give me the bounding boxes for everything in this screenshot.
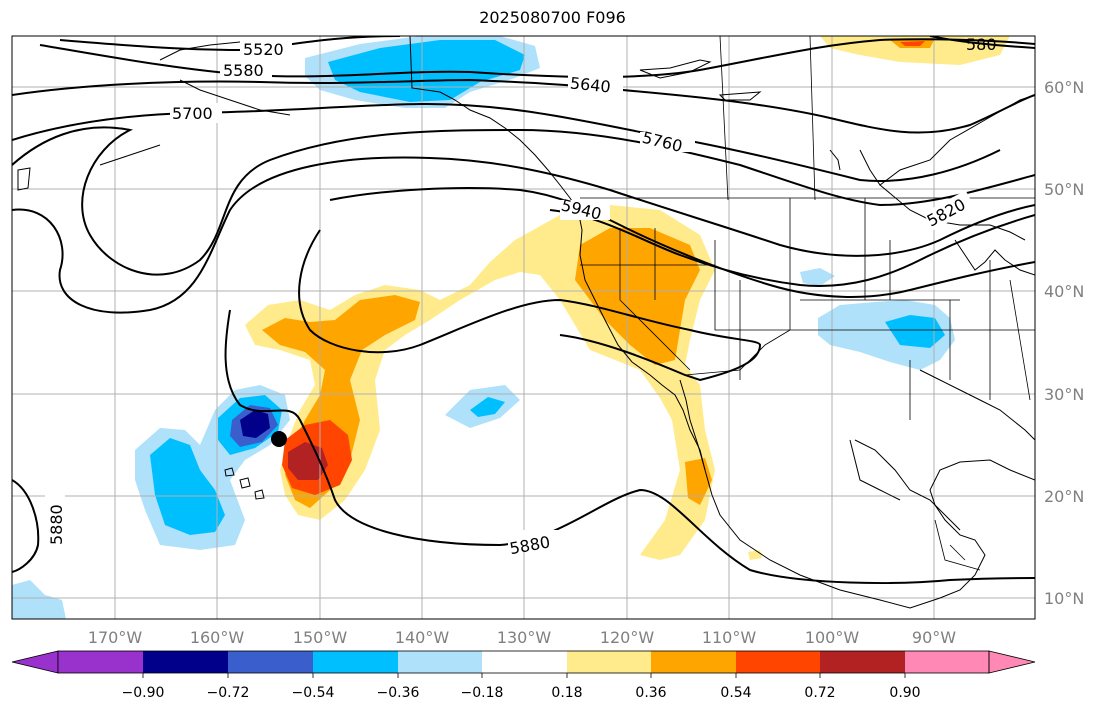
contour-label: 5580 (223, 61, 264, 80)
lon-label: 160°W (190, 628, 245, 647)
neg-anomaly-hawaii-mid (150, 438, 225, 535)
colorbar-bin (651, 651, 736, 673)
lon-label: 170°W (88, 628, 143, 647)
lon-label: 130°W (497, 628, 552, 647)
pos-anomaly-mexico-small (748, 550, 762, 560)
lat-label: 50°N (1044, 180, 1084, 199)
lon-label: 120°W (600, 628, 655, 647)
colorbar-label: −0.72 (207, 685, 250, 701)
colorbar-label: −0.54 (292, 685, 335, 701)
colorbar-label: 0.36 (635, 685, 666, 701)
neg-anomaly-bottomleft (12, 580, 66, 619)
neg-anomaly-midpacific-core (470, 397, 505, 417)
lat-label: 30°N (1044, 385, 1084, 404)
lon-label: 110°W (702, 628, 757, 647)
colorbar-bin (820, 651, 905, 673)
lat-label: 40°N (1044, 282, 1084, 301)
height-contours (12, 36, 1035, 584)
colorbar-min-extend (11, 650, 59, 674)
colorbar-bin (398, 651, 482, 673)
contour-5880-inner (298, 229, 762, 382)
colorbar-bin (567, 651, 651, 673)
colorbar: −0.90 −0.72 −0.54 −0.36 −0.18 0.18 0.36 … (11, 650, 1036, 701)
colorbar-max-extend (988, 650, 1036, 674)
colorbar-label: 0.54 (720, 685, 751, 701)
colorbar-label: 0.90 (889, 685, 920, 701)
contour-5820 (12, 156, 1035, 314)
contour-5940 (549, 209, 1035, 287)
contour-5520 (59, 36, 401, 52)
pos-anomaly-westcoast-mid (575, 228, 700, 365)
anomaly-fills (12, 36, 1010, 619)
colorbar-bin (143, 651, 228, 673)
map-frame (11, 35, 1036, 620)
lon-label: 90°W (912, 628, 956, 647)
contour-label: 5880 (47, 504, 66, 545)
colorbar-label: 0.18 (551, 685, 582, 701)
neg-anomaly-plains (800, 268, 835, 286)
colorbar-label: −0.36 (377, 685, 420, 701)
contour-580-topright (929, 36, 1035, 49)
contour-5700 (12, 102, 1001, 182)
contour-labels: 5520 5580 5640 5700 5760 5820 5940 5880 … (45, 35, 997, 558)
colorbar-bin (736, 651, 820, 673)
colorbar-label: 0.72 (804, 685, 835, 701)
map-title: 2025080700 F096 (479, 8, 626, 27)
lat-label: 10°N (1044, 589, 1084, 608)
contour-label: 5520 (243, 40, 284, 59)
contour-label: 580 (966, 35, 997, 54)
lat-label: 20°N (1044, 487, 1084, 506)
colorbar-bin (905, 651, 989, 673)
lon-label: 150°W (293, 628, 348, 647)
colorbar-bin (228, 651, 313, 673)
contour-5760 (12, 126, 1035, 276)
lon-label: 100°W (805, 628, 860, 647)
pos-anomaly-hawaii-darkest (288, 442, 328, 480)
contour-5880-left (12, 479, 40, 573)
pos-anomaly-topright (820, 36, 1010, 65)
contour-5880 (329, 187, 1035, 298)
storm-marker (271, 431, 287, 447)
colorbar-label: −0.90 (122, 685, 165, 701)
lon-axis: 170°W 160°W 150°W 140°W 130°W 120°W 110°… (88, 628, 956, 647)
colorbar-bin (58, 651, 143, 673)
pos-anomaly-topright-dark (900, 41, 925, 46)
colorbar-frame (57, 650, 990, 674)
colorbar-bin (482, 651, 567, 673)
lat-axis: 60°N 50°N 40°N 30°N 20°N 10°N (1044, 78, 1084, 608)
coastlines (17, 36, 1035, 609)
neg-anomaly-hawaii-darkest (240, 410, 270, 438)
lon-label: 140°W (395, 628, 450, 647)
political-borders (580, 36, 1035, 571)
contour-label: 5640 (569, 73, 611, 96)
colorbar-bin (313, 651, 398, 673)
contour-label: 5700 (172, 104, 213, 123)
gridlines (12, 36, 1035, 619)
colorbar-label: −0.18 (461, 685, 504, 701)
lat-label: 60°N (1044, 78, 1084, 97)
neg-anomaly-southcentral-core (885, 315, 945, 348)
